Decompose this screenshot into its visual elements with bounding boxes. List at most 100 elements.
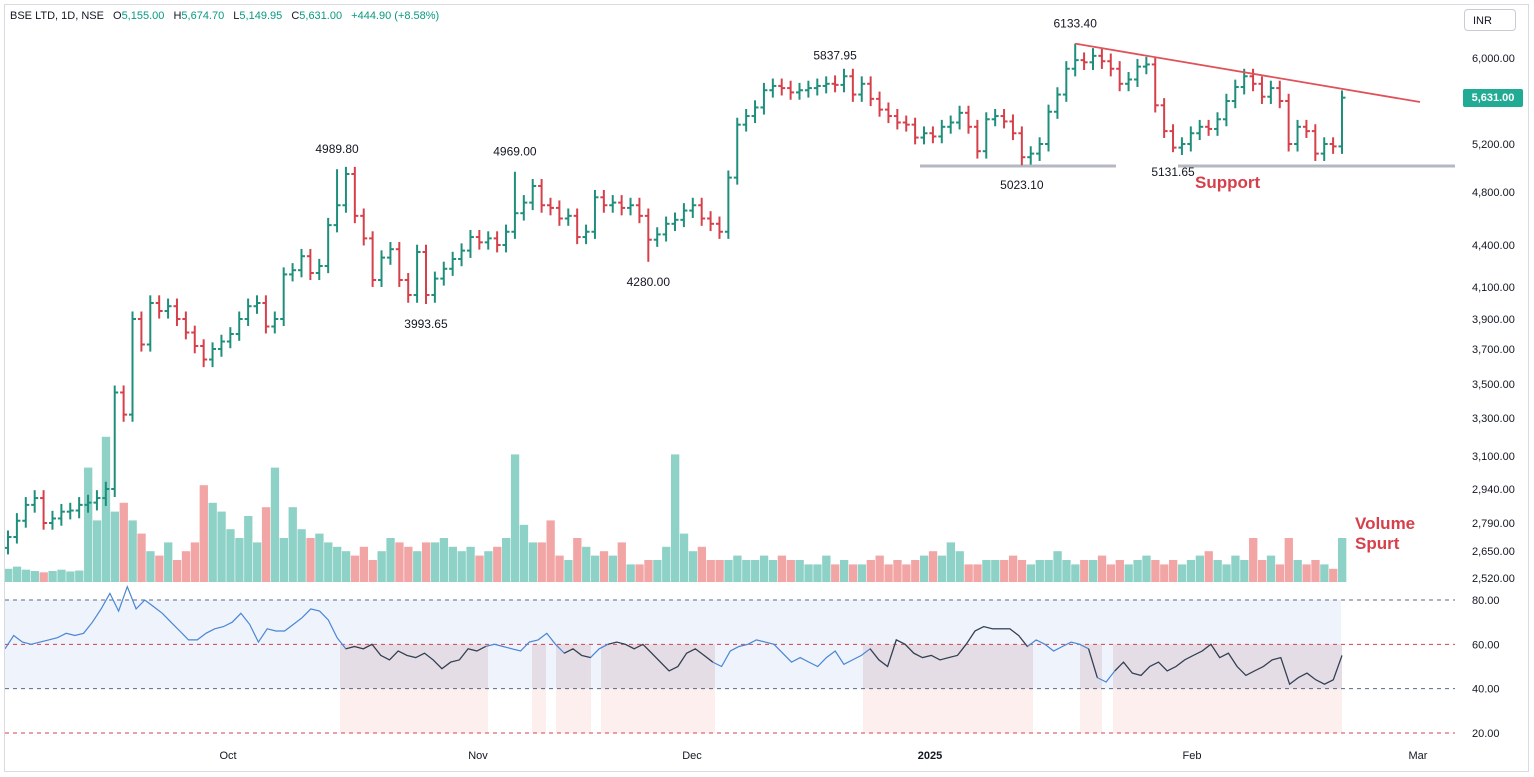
ohlc-bar (235, 311, 243, 341)
volume-bar (1257, 560, 1267, 582)
ohlc-bar (1125, 72, 1133, 92)
ohlc-bar (867, 76, 875, 107)
ohlc-bar (653, 227, 661, 247)
volume-bar (920, 555, 929, 582)
ohlc-bar (200, 339, 208, 368)
volume-bar (368, 560, 377, 582)
ohlc-bar (707, 211, 715, 232)
volume-bar (839, 560, 849, 582)
volume-bar (510, 454, 520, 582)
volume-bar (1142, 555, 1151, 582)
ohlc-bar (902, 115, 910, 132)
volume-bar (911, 560, 920, 582)
volume-bar (804, 564, 813, 582)
ohlc-bar (155, 295, 163, 319)
ohlc-bar (724, 170, 732, 239)
ohlc-bar (378, 250, 386, 287)
ohlc-bar (40, 490, 48, 530)
volume-bar (946, 542, 955, 582)
marked-level-label: 4989.80 (315, 142, 359, 156)
volume-bar (1124, 564, 1133, 582)
ohlc-bar (129, 311, 137, 422)
ohlc-bar (546, 197, 554, 216)
rsi-shaded-zone (532, 644, 546, 689)
ohlc-bar (1302, 119, 1310, 138)
ohlc-bar (164, 298, 172, 319)
volume-bar (1204, 551, 1213, 582)
ohlc-bar (369, 231, 377, 287)
low-key: L (233, 10, 240, 22)
volume-bar (1177, 564, 1187, 582)
volume-bar (937, 555, 947, 582)
volume-bar (857, 564, 867, 582)
volume-bar (386, 538, 395, 582)
ohlc-bar (1089, 48, 1097, 70)
volume-bar (92, 520, 102, 582)
ohlc-bar (271, 311, 279, 334)
volume-bar (608, 555, 618, 582)
change-value: +444.90 (+8.58%) (351, 10, 440, 22)
volume-bar (875, 555, 884, 582)
ohlc-bar (769, 78, 777, 98)
volume-bar (1133, 560, 1142, 582)
ohlc-bar (929, 126, 937, 144)
ohlc-bar (111, 385, 119, 497)
high-value: 5,674.70 (181, 10, 225, 22)
rsi-lower-shade (340, 688, 488, 733)
volume-bar (137, 533, 146, 582)
volume-bar (1231, 555, 1240, 582)
ohlc-bar (280, 267, 288, 327)
volume-bar (555, 555, 564, 582)
currency-selector[interactable]: INR (1464, 9, 1516, 31)
volume-bar (973, 564, 982, 582)
ohlc-bar (1338, 90, 1346, 154)
volume-bar (413, 551, 422, 582)
volume-bar (4, 568, 13, 582)
ohlc-bar (1045, 104, 1053, 152)
ohlc-bar (289, 263, 297, 282)
ohlc-bar (582, 224, 590, 245)
ohlc-bar (876, 91, 884, 117)
volume-bar (199, 485, 208, 582)
volume-bar (928, 551, 938, 582)
ohlc-bar (627, 197, 635, 216)
ohlc-bar (1036, 137, 1044, 161)
volume-bar (404, 546, 413, 582)
price-axis-label: 4,800.00 (1472, 187, 1515, 199)
volume-bar (1160, 564, 1169, 582)
ohlc-bar (1169, 124, 1177, 153)
volume-bar (128, 520, 137, 582)
ohlc-bar (458, 243, 466, 267)
volume-bar (84, 467, 93, 582)
volume-bar (350, 555, 360, 582)
ohlc-bar (1142, 56, 1150, 75)
low-value: 5,149.95 (239, 10, 283, 22)
marked-level-label: 3993.65 (404, 317, 448, 331)
ohlc-bar (1000, 109, 1008, 129)
price-axis-label: 3,500.00 (1472, 379, 1515, 391)
ohlc-bar (502, 224, 510, 253)
volume-bar (1106, 564, 1116, 582)
ohlc-bar (217, 334, 225, 357)
price-axis-label: 4,400.00 (1472, 240, 1515, 252)
trendline-layer (1075, 42, 1421, 103)
last-price-badge: 5,631.00 (1463, 89, 1523, 107)
volume-bar (333, 546, 342, 582)
ohlc-bar (466, 229, 474, 258)
volume-bar (866, 560, 875, 582)
ohlc-bar (831, 75, 839, 93)
symbol-legend[interactable]: BSE LTD, 1D, NSE O5,155.00 H5,674.70 L5,… (10, 10, 439, 22)
ohlc-bar (1222, 93, 1230, 127)
price-axis: 2,520.00 2,650.00 2,790.00 2,940.00 3,100.00… (1472, 53, 1515, 585)
volume-bar (733, 555, 742, 582)
rsi-shaded-zone (601, 644, 715, 689)
ohlc-bar (1213, 112, 1221, 136)
volume-bar (226, 529, 235, 582)
ohlc-bar (1133, 58, 1141, 87)
volume-bar (493, 546, 502, 582)
volume-bar (964, 564, 973, 582)
price-axis-label: 3,100.00 (1472, 451, 1515, 463)
ohlc-bar (1267, 80, 1275, 104)
ohlc-bar (475, 229, 483, 250)
price-axis-label: 3,900.00 (1472, 314, 1515, 326)
